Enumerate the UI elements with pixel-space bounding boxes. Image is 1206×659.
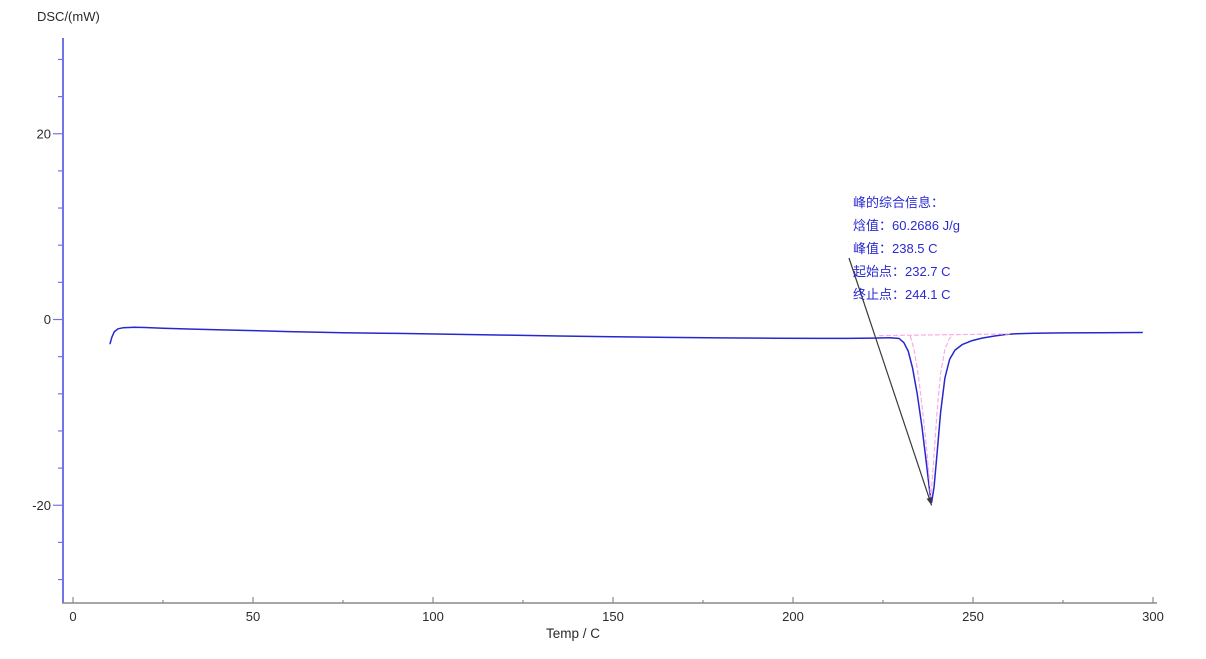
annotation-line-onset: 起始点：232.7 C [853,264,951,279]
y-axis-title: DSC/(mW) [37,9,100,24]
annotation-line-endset: 终止点：244.1 C [853,287,951,302]
x-axis-title: Temp / C [546,626,601,641]
y-tick-label-20: 20 [37,126,51,141]
x-tick-label-250: 250 [962,609,984,624]
x-tick-label-0: 0 [69,609,76,624]
peak-leader-line [848,257,933,506]
peak-info-annotation: 峰的综合信息： 焓值：60.2686 J/g 峰值：238.5 C 起始点：23… [853,191,960,306]
x-tick-label-150: 150 [602,609,624,624]
peak-construction [909,335,953,499]
peak-baseline [878,333,1012,337]
x-tick-label-200: 200 [782,609,804,624]
x-tick-label-50: 50 [246,609,260,624]
annotation-line-peak: 峰值：238.5 C [853,241,938,256]
peak-leader-arrowhead [926,497,932,506]
x-tick-label-300: 300 [1142,609,1164,624]
y-tick-label--20: -20 [32,498,51,513]
y-tick-label-0: 0 [44,312,51,327]
annotation-line-enthalpy: 焓值：60.2686 J/g [853,218,960,233]
x-tick-label-100: 100 [422,609,444,624]
dsc-curve [109,326,1143,504]
annotation-line-header: 峰的综合信息： [853,195,945,210]
